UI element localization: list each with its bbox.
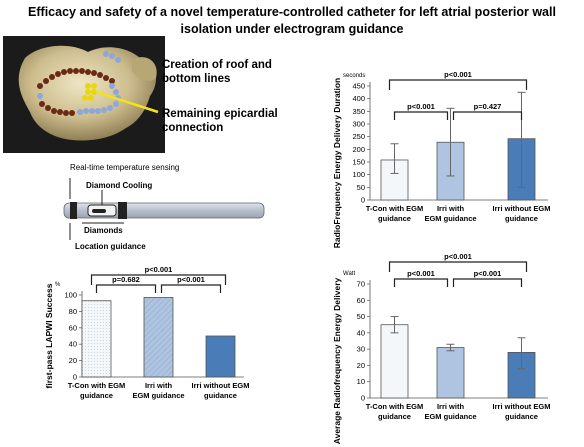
rf-duration-y-tick-label: 350 bbox=[352, 107, 365, 116]
rf-power-category-label: EGM guidance bbox=[424, 412, 476, 421]
rf-power-comparison-bracket-3 bbox=[388, 261, 528, 272]
title-line-1: Efficacy and safety of a novel temperatu… bbox=[28, 5, 556, 19]
rf-power-category-label: guidance bbox=[378, 412, 411, 421]
rf-duration-y-tick-label: 0 bbox=[361, 196, 365, 205]
rf-duration-y-axis-title: RadioFrequency Energy Delivery Duration bbox=[332, 78, 342, 249]
rf-power-y-tick-label: 20 bbox=[357, 361, 365, 370]
rf-duration-y-tick-label: 300 bbox=[352, 120, 365, 129]
lapwi-success-bar-3 bbox=[205, 335, 236, 378]
rf-duration-category-label: guidance bbox=[378, 214, 411, 223]
lapwi-success-comparison-bracket-1 bbox=[95, 284, 157, 293]
lapwi-success-category-label: Irri without EGM bbox=[192, 381, 250, 390]
lapwi-success-category-label: guidance bbox=[204, 391, 237, 400]
rf-duration-comparison-bracket-2 bbox=[452, 111, 523, 120]
rf-duration-category-label: EGM guidance bbox=[424, 214, 476, 223]
lapwi-success-y-tick-label: 60 bbox=[69, 323, 77, 332]
rf-duration-y-tick-label: 200 bbox=[352, 145, 365, 154]
rf-duration-y-tick-label: 100 bbox=[352, 170, 365, 179]
rf-power-comparison-bracket-2 bbox=[452, 278, 523, 287]
rf-power-category-label: T-Con with EGM bbox=[366, 402, 424, 411]
lapwi-success-category-label: T-Con with EGM bbox=[68, 381, 126, 390]
rf-duration-comparison-bracket-1 bbox=[393, 111, 449, 120]
lapwi-success-y-axis-title: first-pass LAPWI Success bbox=[44, 283, 54, 388]
rf-duration-y-tick-label: 150 bbox=[352, 158, 365, 167]
lapwi-success-comparison-bracket-2 bbox=[160, 284, 222, 293]
rf-power-y-tick-label: 70 bbox=[357, 280, 365, 289]
epicardial-annotation: Remaining epicardial connection bbox=[162, 108, 278, 134]
rf-power-category-label: guidance bbox=[505, 412, 538, 421]
lapwi-success-comparison-bracket-3 bbox=[90, 274, 227, 285]
lapwi-success-y-tick-label: 20 bbox=[69, 356, 77, 365]
rf-duration-category-label: Irri with bbox=[437, 204, 465, 213]
lapwi-success-bar-1 bbox=[81, 300, 112, 378]
rf-duration-category-label: guidance bbox=[505, 214, 538, 223]
rf-power-bar-1 bbox=[380, 324, 409, 399]
rf-power-comparison-bracket-1 bbox=[393, 278, 449, 287]
rf-power-category-label: Irri with bbox=[437, 402, 465, 411]
lapwi-success-y-tick-label: 80 bbox=[69, 307, 77, 316]
rf-duration-y-tick-label: 450 bbox=[352, 82, 365, 91]
rf-duration-y-tick-label: 50 bbox=[357, 183, 365, 192]
rf-power-y-tick-label: 60 bbox=[357, 296, 365, 305]
rf-power-p-value-1: p<0.001 bbox=[407, 269, 435, 278]
rf-power-p-value-3: p<0.001 bbox=[444, 252, 472, 261]
lapwi-success-y-tick-label: 0 bbox=[73, 373, 77, 382]
rf-duration-p-value-2: p=0.427 bbox=[474, 102, 502, 111]
figure-title: Efficacy and safety of a novel temperatu… bbox=[0, 4, 584, 38]
roof-lines-annotation: Creation of roof and bottom lines bbox=[162, 59, 272, 85]
rf-power-unit-label: Watt bbox=[343, 271, 355, 277]
rf-duration-p-value-3: p<0.001 bbox=[444, 70, 472, 79]
rf-duration-p-value-1: p<0.001 bbox=[407, 102, 435, 111]
rf-power-y-tick-label: 40 bbox=[357, 328, 365, 337]
rf-duration-y-tick-label: 400 bbox=[352, 94, 365, 103]
lapwi-success-p-value-3: p<0.001 bbox=[145, 265, 173, 274]
rf-power-y-tick-label: 0 bbox=[361, 394, 365, 403]
lapwi-success-category-label: Irri with bbox=[145, 381, 173, 390]
lapwi-success-p-value-2: p<0.001 bbox=[177, 275, 205, 284]
lapwi-success-y-tick-label: 40 bbox=[69, 340, 77, 349]
rf-duration-unit-label: seconds bbox=[343, 73, 365, 79]
lapwi-success-y-tick-label: 100 bbox=[64, 291, 77, 300]
rf-power-y-tick-label: 10 bbox=[357, 377, 365, 386]
lapwi-success-category-label: guidance bbox=[80, 391, 113, 400]
rf-power-y-tick-label: 30 bbox=[357, 345, 365, 354]
rf-duration-comparison-bracket-3 bbox=[388, 79, 528, 90]
lapwi-success-p-value-1: p=0.682 bbox=[112, 275, 140, 284]
rf-duration-category-label: T-Con with EGM bbox=[366, 204, 424, 213]
title-line-2: isolation under electrogram guidance bbox=[180, 22, 404, 36]
rf-power-y-tick-label: 50 bbox=[357, 312, 365, 321]
rf-duration-category-label: Irri without EGM bbox=[493, 204, 551, 213]
lapwi-success-bar-2 bbox=[143, 297, 174, 378]
rf-power-category-label: Irri without EGM bbox=[493, 402, 551, 411]
rf-power-p-value-2: p<0.001 bbox=[474, 269, 502, 278]
rf-power-y-axis-title: Average Radiofrequency Energy Delivery bbox=[332, 278, 342, 445]
lapwi-success-category-label: EGM guidance bbox=[132, 391, 184, 400]
rf-power-bar-2 bbox=[436, 347, 465, 399]
lapwi-success-unit-label: % bbox=[55, 282, 61, 288]
rf-duration-y-tick-label: 250 bbox=[352, 132, 365, 141]
